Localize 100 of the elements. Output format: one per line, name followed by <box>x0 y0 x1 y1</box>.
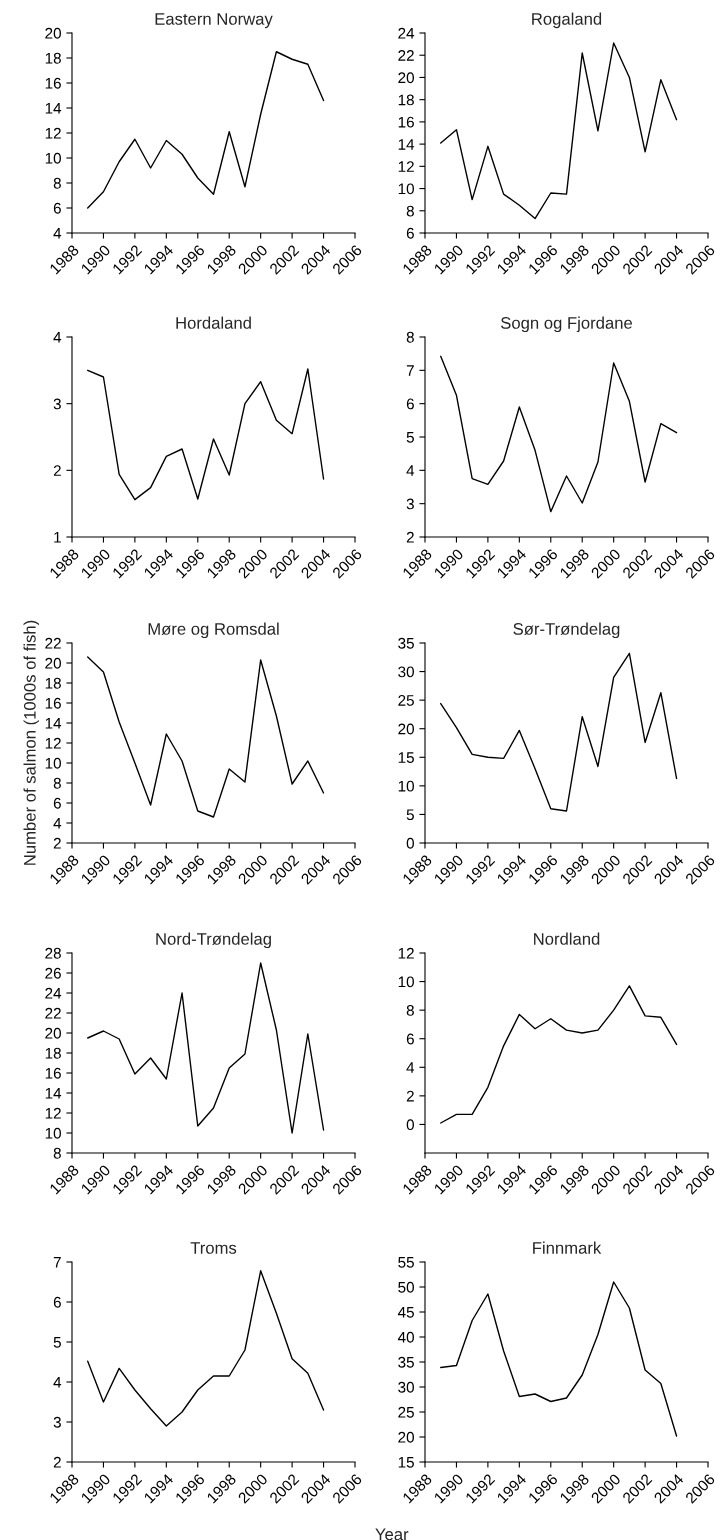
y-tick-label: 14 <box>45 718 62 729</box>
y-tick-label: 14 <box>45 1088 62 1099</box>
y-tick-label: 10 <box>398 780 414 792</box>
y-tick-label: 24 <box>398 27 415 39</box>
y-tick-label: 2 <box>53 1456 61 1468</box>
y-tick-label: 2 <box>406 531 414 543</box>
y-tick-label: 45 <box>397 1307 414 1318</box>
y-tick-label: 20 <box>45 657 61 669</box>
y-tick-label: 12 <box>45 737 61 749</box>
chart-title: Sogn og Fjordane <box>501 316 633 333</box>
y-tick-label: 35 <box>398 1356 414 1368</box>
y-tick-label: 4 <box>53 228 62 239</box>
y-tick-label: 3 <box>53 1416 61 1428</box>
y-tick-label: 6 <box>406 227 414 239</box>
y-tick-label: 5 <box>53 1337 61 1348</box>
y-tick-label: 22 <box>45 637 61 649</box>
y-tick-label: 28 <box>45 947 61 959</box>
y-tick-label: 2 <box>406 1090 414 1102</box>
y-tick-label: 50 <box>398 1281 414 1293</box>
y-tick-label: 0 <box>406 837 414 849</box>
y-tick-label: 20 <box>45 27 61 39</box>
y-tick-label: 15 <box>398 752 414 763</box>
y-tick-label: 10 <box>45 152 61 164</box>
line-series <box>440 355 678 513</box>
chart-title: Hordaland <box>176 316 251 329</box>
line-series <box>87 962 325 1134</box>
y-tick-label: 2 <box>53 465 61 476</box>
y-tick-label: 25 <box>398 695 414 706</box>
y-tick-label: 2 <box>53 837 61 849</box>
y-tick-label: 6 <box>53 797 61 809</box>
line-series <box>440 652 678 812</box>
chart-title: Troms <box>190 1242 237 1254</box>
line-series <box>87 1270 325 1427</box>
line-series <box>440 985 678 1124</box>
y-axis-title: Number of salmon (1000s of fish) <box>23 620 40 865</box>
y-tick-label: 8 <box>406 205 414 217</box>
y-tick-label: 7 <box>53 1257 61 1268</box>
y-tick-label: 8 <box>406 331 414 343</box>
y-tick-label: 4 <box>53 332 62 343</box>
chart-title: Sør-Trøndelag <box>513 622 620 639</box>
y-tick-label: 14 <box>398 139 415 150</box>
line-series <box>440 1281 678 1437</box>
y-tick-label: 24 <box>45 987 62 999</box>
line-series <box>440 42 678 220</box>
y-tick-label: 20 <box>398 1431 414 1443</box>
y-tick-label: 18 <box>45 677 61 689</box>
y-tick-label: 16 <box>45 697 61 709</box>
y-tick-label: 8 <box>53 177 61 189</box>
y-tick-label: 10 <box>45 757 61 769</box>
y-tick-label: 10 <box>398 183 414 195</box>
chart-title: Eastern Norway <box>155 13 273 29</box>
y-tick-label: 4 <box>406 465 415 476</box>
line-series <box>87 656 325 818</box>
y-tick-label: 8 <box>53 777 61 789</box>
y-tick-label: 40 <box>397 1331 414 1343</box>
y-tick-label: 6 <box>53 1296 61 1308</box>
y-tick-label: 7 <box>406 365 414 376</box>
y-tick-label: 0 <box>406 1119 414 1131</box>
y-tick-label: 16 <box>45 1067 61 1079</box>
y-tick-label: 8 <box>406 1005 414 1016</box>
y-tick-label: 30 <box>398 1381 414 1393</box>
chart-title: Nord-Trøndelag <box>156 932 271 949</box>
y-tick-label: 12 <box>45 1107 61 1119</box>
chart-title: Rogaland <box>532 12 602 29</box>
line-series <box>87 368 325 501</box>
y-tick-label: 20 <box>45 1027 61 1039</box>
y-tick-label: 16 <box>398 116 414 128</box>
y-tick-label: 16 <box>45 77 61 89</box>
y-tick-label: 20 <box>398 723 414 735</box>
y-tick-label: 26 <box>45 967 61 979</box>
y-tick-label: 5 <box>406 809 414 821</box>
line-series <box>87 51 325 209</box>
chart-title: Møre og Romsdal <box>148 622 279 639</box>
y-tick-label: 22 <box>45 1007 61 1019</box>
x-axis-title: Year <box>375 1528 409 1540</box>
y-tick-label: 4 <box>53 1377 62 1388</box>
y-tick-label: 55 <box>398 1257 414 1268</box>
chart-title: Nordland <box>534 932 600 945</box>
chart-title: Finnmark <box>533 1241 602 1254</box>
y-tick-label: 14 <box>45 103 62 114</box>
y-tick-label: 18 <box>398 94 414 106</box>
y-tick-label: 4 <box>53 818 62 829</box>
y-tick-label: 6 <box>406 398 414 410</box>
y-tick-label: 3 <box>406 498 414 510</box>
y-tick-label: 22 <box>398 50 414 61</box>
y-tick-label: 12 <box>398 161 414 172</box>
y-tick-label: 6 <box>53 202 61 214</box>
y-tick-label: 12 <box>398 947 414 959</box>
y-tick-label: 12 <box>45 127 61 139</box>
y-tick-label: 35 <box>398 637 414 649</box>
y-tick-label: 5 <box>406 432 414 443</box>
y-tick-label: 15 <box>398 1457 414 1468</box>
y-tick-label: 4 <box>406 1062 415 1073</box>
y-tick-label: 20 <box>398 72 414 84</box>
y-tick-label: 1 <box>54 532 61 543</box>
y-tick-label: 30 <box>398 666 414 678</box>
y-tick-label: 10 <box>398 976 414 988</box>
y-tick-label: 10 <box>45 1127 61 1139</box>
y-tick-label: 6 <box>406 1033 414 1045</box>
y-tick-label: 8 <box>53 1147 61 1159</box>
